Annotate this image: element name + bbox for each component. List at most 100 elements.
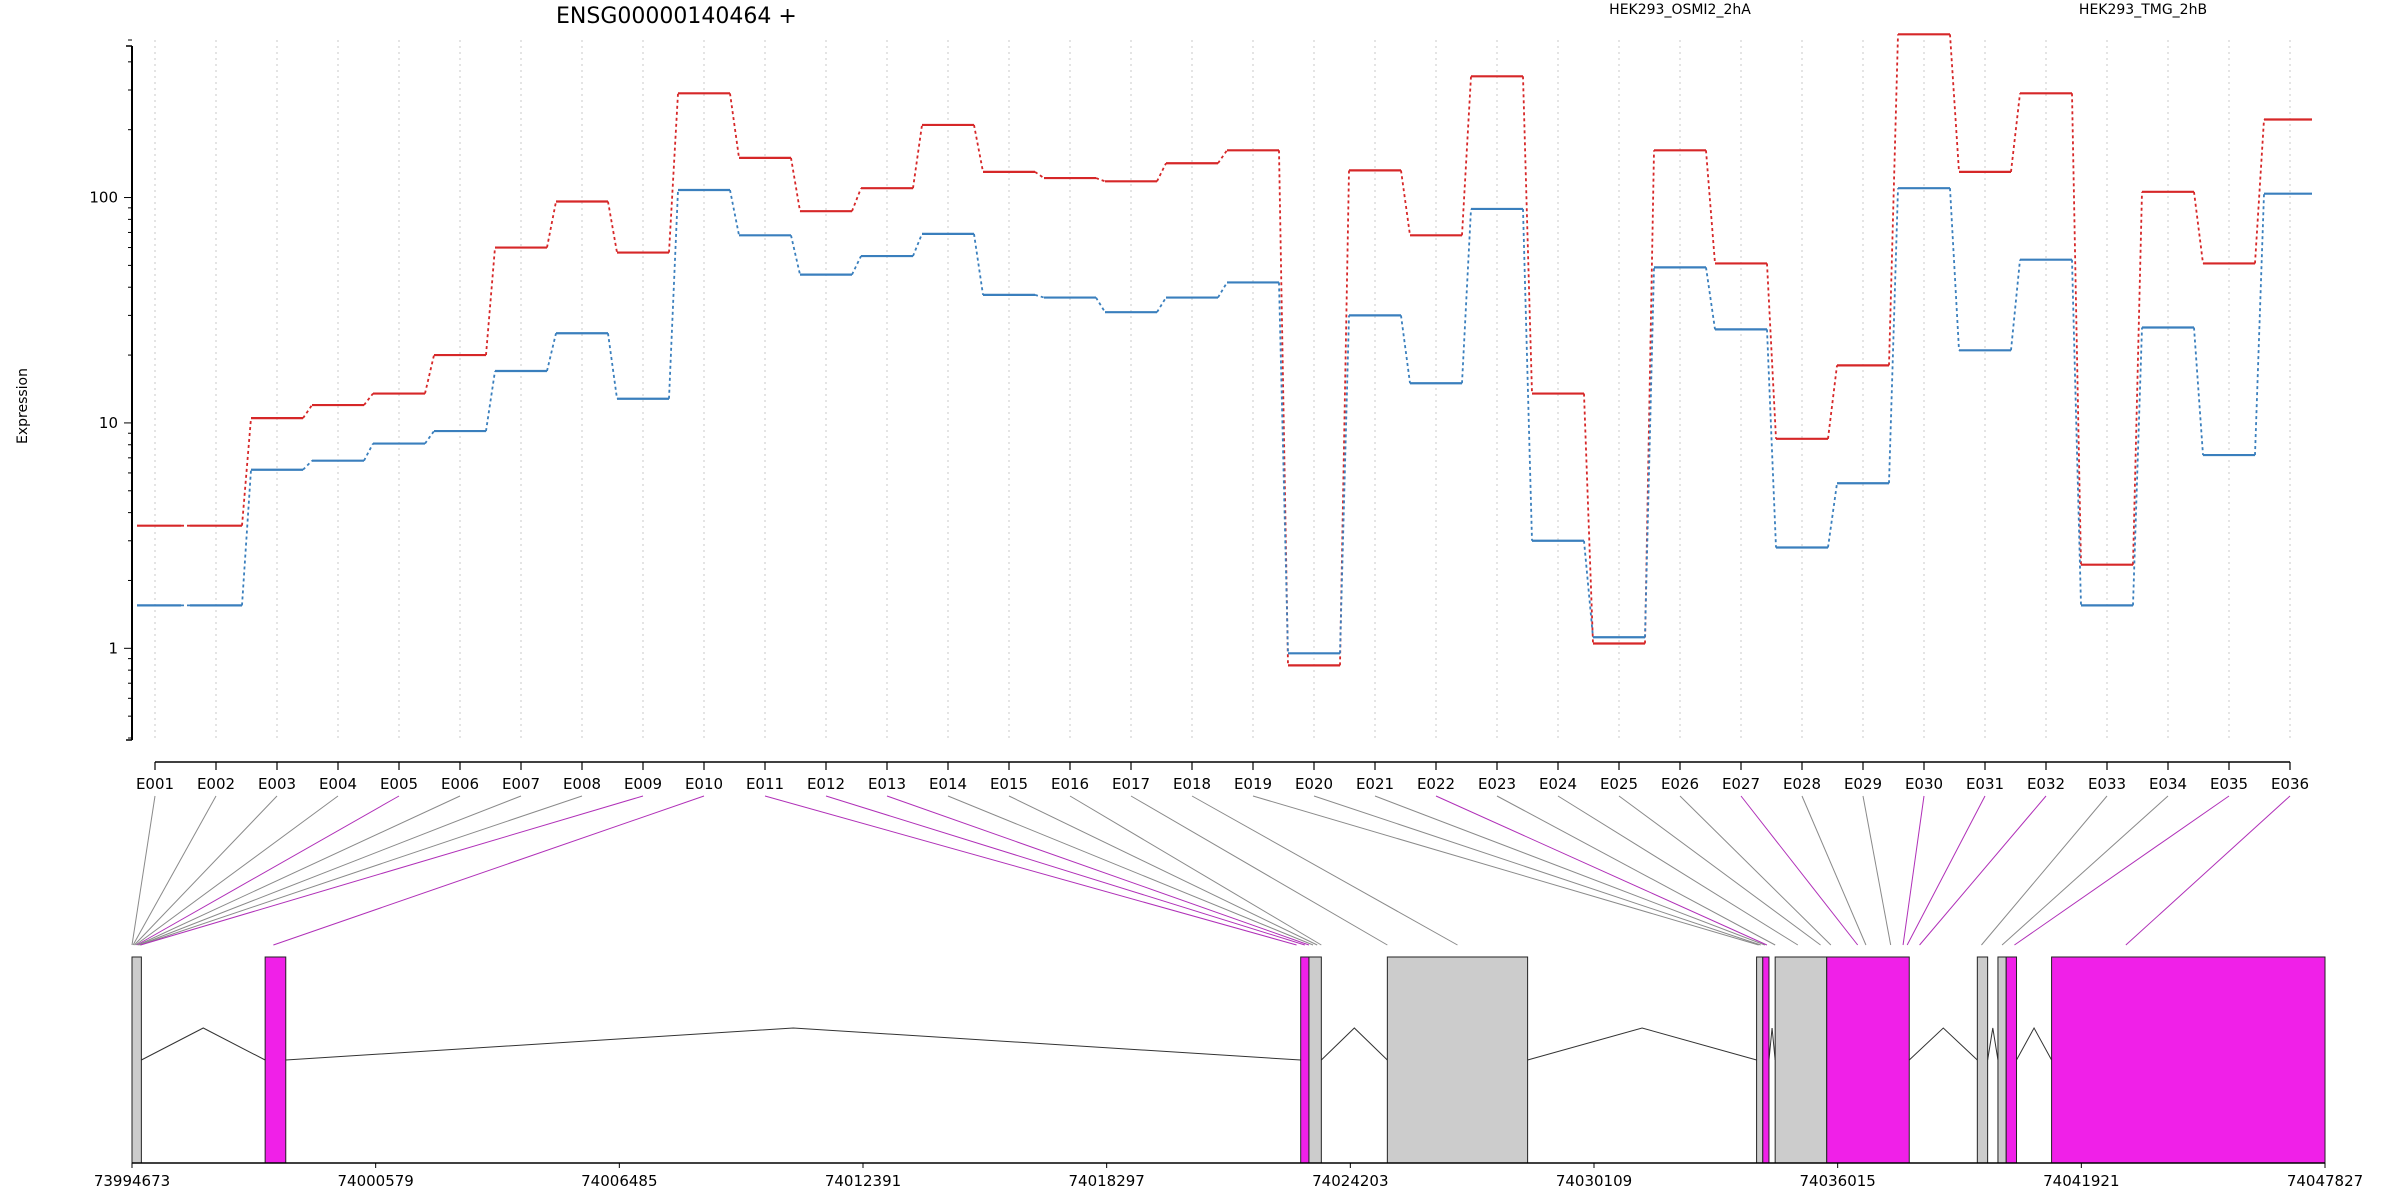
intron-line (1987, 1027, 1999, 1061)
x-tick-label: E019 (1234, 775, 1272, 793)
bin-connector (2014, 795, 2230, 946)
y-tick-label: 1 (108, 639, 118, 657)
x-tick-label: E012 (807, 775, 845, 793)
bin-connector (131, 795, 156, 946)
x-tick-label: E002 (197, 775, 235, 793)
coordinate-tick-label: 74036015 (1799, 1172, 1875, 1190)
intron-line (285, 1027, 1301, 1061)
gene-model (131, 956, 2326, 1164)
exon-block (1976, 956, 1989, 1164)
coordinate-tick-label: 74041921 (2043, 1172, 2119, 1190)
x-tick-label: E032 (2027, 775, 2065, 793)
exon-block (1997, 956, 2007, 1164)
bin-connector (1862, 795, 1892, 946)
bin-connector-lines (131, 795, 2291, 946)
y-axis: 1 10 100 (89, 39, 133, 741)
x-tick-label: E029 (1844, 775, 1882, 793)
coordinate-tick-label: 74024203 (1312, 1172, 1388, 1190)
exon-block (131, 956, 142, 1164)
intron-line (1768, 1027, 1776, 1061)
exon-block (2051, 956, 2326, 1164)
bin-connector (1252, 795, 1759, 946)
x-tick-label: E013 (868, 775, 906, 793)
bin-connector (1919, 795, 2047, 946)
x-tick-label: E025 (1600, 775, 1638, 793)
bin-connector (132, 795, 217, 946)
x-tick-label: E016 (1051, 775, 1089, 793)
y-axis-label: Expression (15, 368, 31, 444)
bin-connector (135, 795, 339, 946)
bin-connector (139, 795, 583, 946)
bin-connector (136, 795, 400, 946)
exon-block (264, 956, 287, 1164)
bin-connector (764, 795, 1297, 946)
exon-block (2005, 956, 2018, 1164)
bin-connector (1679, 795, 1832, 946)
x-tick-label: E027 (1722, 775, 1760, 793)
intron-line (1320, 1027, 1388, 1061)
series-transition-line (181, 188, 2265, 654)
bin-connector (2125, 795, 2291, 946)
y-tick-label: 10 (99, 414, 118, 432)
y-tick-label: 100 (89, 189, 118, 207)
bin-connector (1906, 795, 1986, 946)
x-tick-label: E031 (1966, 775, 2004, 793)
intron-line (141, 1027, 266, 1061)
bin-connector (1130, 795, 1388, 946)
exon-block (1300, 956, 1310, 1164)
x-tick-label: E022 (1417, 775, 1455, 793)
coordinate-tick-label: 73994673 (94, 1172, 170, 1190)
series-osmi2 (137, 33, 2312, 667)
legend-entry-tmg: HEK293_TMG_2hB (2079, 2, 2207, 18)
x-axis: E001 E002 E003 E004 E005 E006 E007 E008 E009 E010… (136, 761, 2309, 793)
exon-block (1762, 956, 1770, 1164)
bin-connector (1496, 795, 1776, 946)
x-tick-label: E004 (319, 775, 357, 793)
x-tick-label: E036 (2271, 775, 2309, 793)
series-transition-line (181, 34, 2265, 666)
exon-block (1774, 956, 1828, 1164)
legend-entry-osmi2: HEK293_OSMI2_2hA (1609, 2, 1751, 18)
x-tick-label: E028 (1783, 775, 1821, 793)
x-tick-label: E020 (1295, 775, 1333, 793)
x-tick-label: E005 (380, 775, 418, 793)
x-tick-label: E009 (624, 775, 662, 793)
bin-connector (2001, 795, 2169, 946)
intron-line (2016, 1026, 2053, 1061)
x-tick-label: E023 (1478, 775, 1516, 793)
bin-connector (825, 795, 1305, 946)
x-tick-label: E030 (1905, 775, 1943, 793)
x-tick-label: E003 (258, 775, 296, 793)
x-tick-label: E035 (2210, 775, 2248, 793)
x-tick-label: E018 (1173, 775, 1211, 793)
x-tick-label: E014 (929, 775, 967, 793)
genomic-coordinate-axis: 73994673 74000579 74006485 74012391 74018297… (94, 1162, 2363, 1190)
bin-connector (1618, 795, 1821, 946)
intron-line (1908, 1027, 1978, 1061)
series-tmg (137, 187, 2312, 655)
bin-connector (1313, 795, 1761, 946)
grid-lines (154, 40, 2291, 738)
coordinate-tick-label: 74018297 (1068, 1172, 1144, 1190)
x-tick-label: E021 (1356, 775, 1394, 793)
bin-connector (1981, 795, 2108, 946)
x-tick-label: E011 (746, 775, 784, 793)
coordinate-tick-label: 74012391 (825, 1172, 901, 1190)
bin-connector (139, 795, 522, 946)
bin-connector (273, 795, 705, 946)
bin-connector (1435, 795, 1768, 946)
x-tick-label: E007 (502, 775, 540, 793)
bin-connector (1191, 795, 1458, 946)
bin-connector (1902, 795, 1925, 946)
x-tick-label: E001 (136, 775, 174, 793)
x-tick-label: E008 (563, 775, 601, 793)
bin-connector (1801, 795, 1867, 946)
exon-block (1826, 956, 1910, 1164)
x-tick-label: E006 (441, 775, 479, 793)
exon-block (1308, 956, 1322, 1164)
coordinate-tick-label: 74000579 (337, 1172, 413, 1190)
bin-connector (137, 795, 461, 946)
x-tick-label: E010 (685, 775, 723, 793)
chart-title: ENSG00000140464 + (556, 4, 797, 29)
